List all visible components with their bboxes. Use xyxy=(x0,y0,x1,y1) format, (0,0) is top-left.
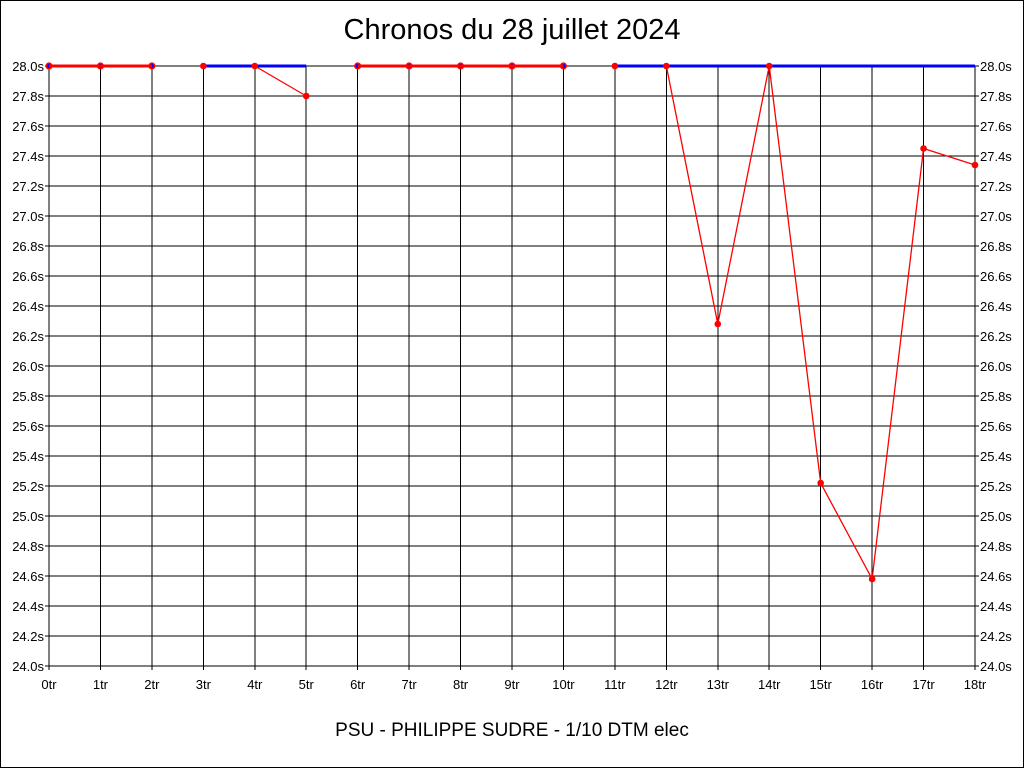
y-tick-label-right: 24.0s xyxy=(980,659,1012,674)
y-tick-label-right: 27.8s xyxy=(980,89,1012,104)
y-tick-label-right: 26.0s xyxy=(980,359,1012,374)
series-red-point xyxy=(971,161,979,169)
y-tick-label-right: 25.0s xyxy=(980,509,1012,524)
chart-subtitle: PSU - PHILIPPE SUDRE - 1/10 DTM elec xyxy=(335,720,689,741)
y-tick-label-right: 26.8s xyxy=(980,239,1012,254)
grid xyxy=(45,65,979,670)
x-tick-label: 18tr xyxy=(964,677,987,692)
y-tick-label-left: 27.4s xyxy=(12,149,44,164)
y-tick-label-right: 24.8s xyxy=(980,539,1012,554)
series-red-point xyxy=(663,62,670,70)
x-tick-label: 8tr xyxy=(453,677,469,692)
y-tick-label-right: 24.2s xyxy=(980,629,1012,644)
x-tick-label: 1tr xyxy=(93,677,109,692)
x-tick-label: 3tr xyxy=(196,677,212,692)
series-red-point xyxy=(817,479,824,487)
y-tick-label-left: 27.6s xyxy=(12,119,44,134)
series-red-point xyxy=(302,92,310,100)
x-tick-label: 9tr xyxy=(504,677,520,692)
x-tick-label: 5tr xyxy=(299,677,315,692)
x-tick-label: 11tr xyxy=(604,677,626,692)
x-tick-label: 4tr xyxy=(247,677,263,692)
series-red-point xyxy=(765,62,773,70)
y-tick-label-left: 24.0s xyxy=(12,659,44,674)
y-tick-label-left: 27.0s xyxy=(12,209,44,224)
y-tick-label-left: 24.2s xyxy=(12,629,44,644)
y-tick-label-left: 26.2s xyxy=(12,329,44,344)
y-tick-label-right: 25.8s xyxy=(980,389,1012,404)
y-tick-label-left: 25.4s xyxy=(12,449,44,464)
x-tick-label: 17tr xyxy=(912,677,935,692)
y-tick-label-left: 27.2s xyxy=(12,179,44,194)
y-tick-label-left: 25.6s xyxy=(12,419,44,434)
y-tick-label-right: 26.2s xyxy=(980,329,1012,344)
y-tick-label-left: 25.2s xyxy=(12,479,44,494)
series-red-point xyxy=(920,145,927,152)
y-tick-label-right: 24.6s xyxy=(980,569,1012,584)
x-axis: 0tr 1tr 2tr 3tr 4tr 5tr 6tr 7tr 8tr 9tr 10tr 11tr 12… xyxy=(41,677,986,692)
y-tick-label-right: 27.4s xyxy=(980,149,1012,164)
x-tick-label: 10tr xyxy=(552,677,575,692)
y-tick-label-left: 24.6s xyxy=(12,569,44,584)
series-red-point xyxy=(611,62,619,70)
y-tick-label-right: 24.4s xyxy=(980,599,1012,614)
x-tick-label: 13tr xyxy=(707,677,730,692)
y-tick-label-right: 25.4s xyxy=(980,449,1012,464)
y-tick-label-right: 25.6s xyxy=(980,419,1012,434)
x-tick-label: 2tr xyxy=(144,677,160,692)
x-tick-label: 0tr xyxy=(41,677,57,692)
y-tick-label-right: 27.6s xyxy=(980,119,1012,134)
series-red-point xyxy=(714,320,722,328)
y-axis-right: 24.0s 24.2s 24.4s 24.6s 24.8s 25.0s 25.2s 25.4s… xyxy=(980,59,1012,674)
y-tick-label-right: 26.6s xyxy=(980,269,1012,284)
x-tick-label: 14tr xyxy=(758,677,781,692)
y-tick-label-left: 25.8s xyxy=(12,389,44,404)
series-red-point xyxy=(200,62,207,70)
y-tick-label-right: 25.2s xyxy=(980,479,1012,494)
y-tick-label-left: 26.0s xyxy=(12,359,44,374)
y-tick-label-right: 26.4s xyxy=(980,299,1012,314)
series-red xyxy=(49,62,979,583)
x-tick-label: 15tr xyxy=(809,677,832,692)
x-tick-label: 16tr xyxy=(861,677,884,692)
y-tick-label-left: 26.4s xyxy=(12,299,44,314)
chart-title: Chronos du 28 juillet 2024 xyxy=(343,14,681,46)
y-axis-left: 24.0s 24.2s 24.4s 24.6s 24.8s 25.0s 25.2s 25.4s… xyxy=(12,59,44,674)
y-tick-label-right: 28.0s xyxy=(980,59,1012,74)
series-red-line xyxy=(254,65,307,97)
y-tick-label-right: 27.0s xyxy=(980,209,1012,224)
y-tick-label-left: 26.6s xyxy=(12,269,44,284)
x-tick-label: 6tr xyxy=(350,677,366,692)
y-tick-label-left: 24.4s xyxy=(12,599,44,614)
y-tick-label-left: 25.0s xyxy=(12,509,44,524)
series-red-point xyxy=(868,575,876,583)
y-tick-label-right: 27.2s xyxy=(980,179,1012,194)
y-tick-label-left: 26.8s xyxy=(12,239,44,254)
x-tick-label: 7tr xyxy=(402,677,418,692)
y-tick-label-left: 28.0s xyxy=(12,59,44,74)
y-tick-label-left: 24.8s xyxy=(12,539,44,554)
series-red-point xyxy=(251,62,259,70)
x-tick-label: 12tr xyxy=(655,677,678,692)
y-tick-label-left: 27.8s xyxy=(12,89,44,104)
